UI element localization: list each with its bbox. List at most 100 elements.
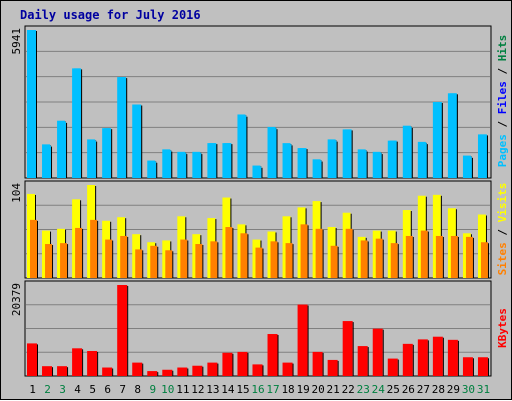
- kbytes-bar: [147, 371, 158, 376]
- files-bar-shade: [396, 141, 398, 178]
- kbytes-bar: [357, 346, 368, 376]
- day-label: 30: [462, 383, 475, 396]
- files-bar-shade: [486, 135, 488, 178]
- day-label: 21: [327, 383, 340, 396]
- kbytes-bar-shade: [232, 353, 234, 376]
- kbytes-bar-shade: [217, 363, 219, 376]
- sites-bar-shade: [367, 241, 369, 278]
- sites-bar-shade: [292, 244, 294, 278]
- kbytes-bar: [27, 343, 37, 376]
- kbytes-bar-shade: [382, 329, 384, 376]
- sites-bar: [75, 227, 83, 278]
- files-bar: [299, 148, 307, 178]
- day-label: 16: [251, 383, 264, 396]
- day-label: 4: [74, 383, 81, 396]
- y-max-label: 5941: [10, 28, 23, 55]
- files-bar-shade: [111, 129, 113, 178]
- kbytes-bar: [72, 348, 83, 376]
- day-label: 26: [402, 383, 415, 396]
- kbytes-bar: [207, 362, 218, 376]
- kbytes-bar-shade: [112, 368, 114, 376]
- legend-entry: Pages: [496, 134, 509, 167]
- sites-bar: [270, 241, 278, 278]
- files-bar-shade: [231, 144, 233, 178]
- kbytes-bar-shade: [172, 370, 174, 376]
- kbytes-bar: [327, 359, 338, 376]
- files-bar-shade: [81, 69, 83, 178]
- kbytes-bar-shade: [187, 368, 189, 376]
- sites-bar-shade: [442, 236, 444, 278]
- files-bar: [344, 129, 352, 178]
- kbytes-bar: [132, 362, 143, 376]
- sites-bar: [210, 241, 218, 278]
- files-bar-shade: [411, 127, 413, 178]
- sites-bar-shade: [397, 244, 399, 278]
- day-label: 9: [149, 383, 156, 396]
- legend-entry: Files: [496, 81, 509, 114]
- files-bar: [359, 150, 367, 178]
- sites-bar-shade: [457, 236, 459, 278]
- files-bar-shade: [171, 151, 173, 178]
- sites-bar: [240, 233, 248, 278]
- files-bar: [134, 104, 142, 178]
- kbytes-bar-shade: [67, 367, 69, 376]
- sites-bar-shade: [97, 220, 99, 278]
- day-label: 25: [387, 383, 400, 396]
- files-bar-shade: [291, 145, 293, 178]
- files-bar: [119, 77, 127, 178]
- files-bar-shade: [156, 162, 158, 178]
- files-bar-shade: [126, 78, 128, 178]
- kbytes-bar-shade: [487, 358, 489, 376]
- files-bar: [239, 115, 247, 178]
- kbytes-bar-shade: [82, 349, 84, 376]
- sites-bar: [465, 236, 473, 278]
- kbytes-bar-shade: [457, 340, 459, 376]
- day-label: 28: [432, 383, 445, 396]
- files-bar-shade: [216, 144, 218, 178]
- files-bar: [284, 144, 292, 178]
- day-label: 18: [281, 383, 294, 396]
- files-bar: [479, 134, 487, 178]
- files-bar: [89, 140, 97, 178]
- day-label: 22: [342, 383, 355, 396]
- sites-bar-shade: [37, 220, 38, 278]
- day-label: 2: [44, 383, 51, 396]
- kbytes-bar: [42, 366, 53, 376]
- sites-bar: [315, 228, 323, 278]
- kbytes-bar: [297, 304, 308, 376]
- kbytes-bar: [282, 362, 293, 376]
- day-label: 29: [447, 383, 460, 396]
- sites-bar: [360, 240, 368, 278]
- legend-separator: /: [496, 114, 509, 134]
- files-bar: [329, 140, 337, 178]
- files-bar: [44, 145, 52, 178]
- files-bar: [164, 150, 172, 178]
- files-bar: [404, 126, 412, 178]
- kbytes-bar-shade: [142, 363, 144, 376]
- sites-bar: [435, 235, 443, 278]
- kbytes-bar-shade: [352, 322, 354, 376]
- day-label: 19: [296, 383, 309, 396]
- files-bar: [179, 153, 187, 178]
- day-label: 3: [59, 383, 66, 396]
- files-bar: [194, 153, 202, 178]
- kbytes-bar: [57, 366, 68, 376]
- files-bar: [419, 143, 427, 178]
- kbytes-bar-shade: [307, 305, 309, 376]
- legend-entry: Sites: [496, 242, 509, 275]
- day-label: 8: [134, 383, 141, 396]
- files-bar-shade: [66, 122, 68, 178]
- files-bar-shade: [306, 149, 308, 178]
- kbytes-bar: [222, 352, 233, 376]
- files-bar: [269, 128, 277, 178]
- day-label: 5: [89, 383, 96, 396]
- day-label: 23: [357, 383, 370, 396]
- sites-bar: [225, 227, 233, 278]
- kbytes-bar: [312, 351, 323, 376]
- kbytes-bar-shade: [292, 363, 294, 376]
- sites-bar: [300, 224, 308, 278]
- kbytes-bar-shade: [367, 347, 369, 376]
- kbytes-bar-shade: [37, 344, 38, 376]
- sites-bar-shade: [352, 229, 354, 278]
